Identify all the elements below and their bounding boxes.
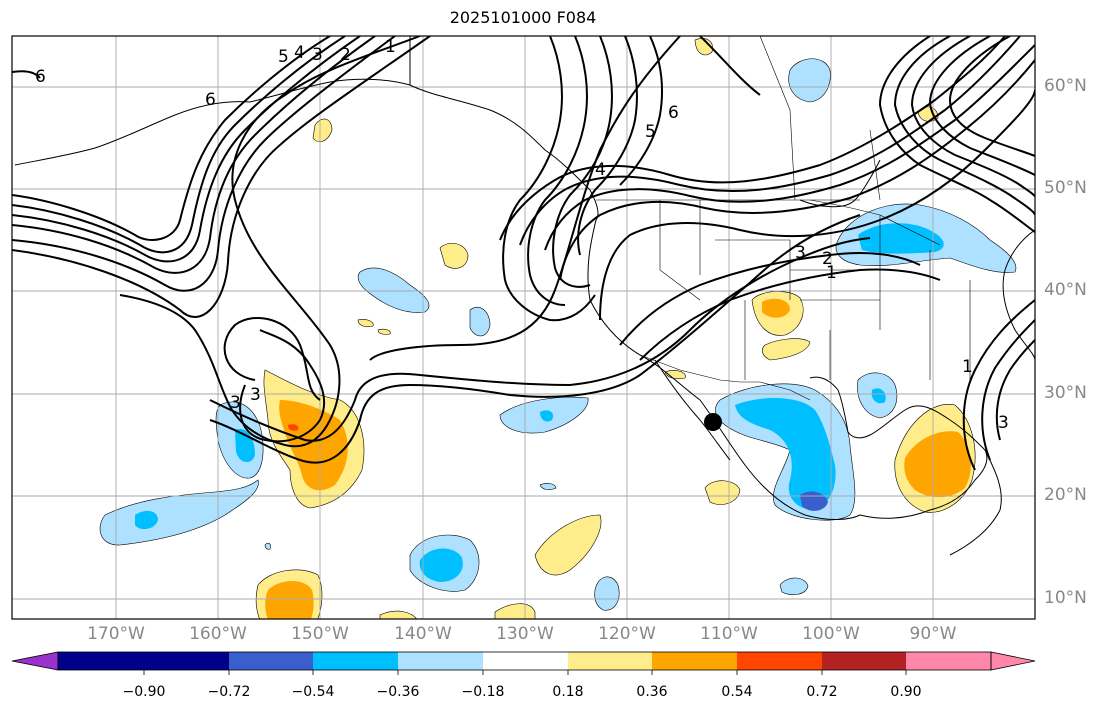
contour-label: 5 <box>645 122 656 142</box>
contour-label: 1 <box>826 263 837 283</box>
contour-label: 3 <box>312 45 323 65</box>
geopotential-contours <box>12 36 1035 471</box>
colorbar-outline <box>57 651 992 671</box>
colorbar-segment <box>822 652 906 670</box>
colorbar-tick-label: 0.54 <box>721 684 753 700</box>
storm-center-marker <box>704 413 722 431</box>
map-title: 2025101000 F084 <box>449 8 597 27</box>
contour-label: 3 <box>795 243 806 263</box>
lat-label: 10°N <box>1044 588 1087 608</box>
colorbar-segment <box>313 652 398 670</box>
colorbar-extend-high <box>990 651 1036 671</box>
lon-label: 170°W <box>87 624 145 644</box>
lon-label: 120°W <box>598 624 656 644</box>
colorbar-extend-low <box>11 651 59 671</box>
colorbar-tick-label: 0.90 <box>890 684 922 700</box>
colorbar-segment <box>483 652 568 670</box>
colorbar-segment <box>737 652 822 670</box>
contour-label: 3 <box>250 385 261 405</box>
contour-label: 6 <box>35 67 46 87</box>
contour-label: 2 <box>822 249 833 269</box>
lon-label: 100°W <box>802 624 860 644</box>
contour-label: 1 <box>962 357 973 377</box>
lat-label: 40°N <box>1044 280 1087 300</box>
lon-label: 90°W <box>909 624 957 644</box>
colorbar <box>11 651 1036 675</box>
colorbar-tick-label: 0.36 <box>636 684 668 700</box>
colorbar-segment <box>568 652 652 670</box>
contour-label: 4 <box>294 43 305 63</box>
lat-label: 50°N <box>1044 178 1087 198</box>
lon-label: 140°W <box>394 624 452 644</box>
map-frame <box>11 35 1036 620</box>
colorbar-segment <box>229 652 313 670</box>
colorbar-tick-label: 0.72 <box>806 684 838 700</box>
coastlines <box>14 36 1035 556</box>
colorbar-segment <box>58 652 144 670</box>
contour-label: 3 <box>998 413 1009 433</box>
contour-label: 4 <box>595 160 606 180</box>
colorbar-tick-label: −0.18 <box>461 684 505 700</box>
colorbar-segment <box>652 652 737 670</box>
colorbar-tick-label: 0.18 <box>552 684 584 700</box>
colorbar-segment <box>398 652 483 670</box>
lon-label: 150°W <box>291 624 349 644</box>
colorbar-segment <box>906 652 991 670</box>
colorbar-tick-label: −0.72 <box>207 684 251 700</box>
lat-label: 20°N <box>1044 485 1087 505</box>
contour-label: 1 <box>385 37 396 57</box>
contour-label-group: 1 2 3 4 5 6 3 3 3 2 1 4 5 6 1 3 6 <box>35 37 1009 433</box>
colorbar-tick-label: −0.90 <box>122 684 166 700</box>
lon-label: 110°W <box>700 624 758 644</box>
lat-label: 30°N <box>1044 383 1087 403</box>
contour-label: 3 <box>230 393 241 413</box>
lon-label: 130°W <box>496 624 554 644</box>
contour-label: 2 <box>340 45 351 65</box>
colorbar-tick-label: −0.36 <box>376 684 420 700</box>
lat-label: 60°N <box>1044 76 1087 96</box>
contour-label: 6 <box>205 90 216 110</box>
contour-label: 5 <box>278 47 289 67</box>
colorbar-tick-label: −0.54 <box>291 684 335 700</box>
lon-label: 160°W <box>189 624 247 644</box>
contour-label: 6 <box>668 103 679 123</box>
colorbar-segment <box>144 652 229 670</box>
